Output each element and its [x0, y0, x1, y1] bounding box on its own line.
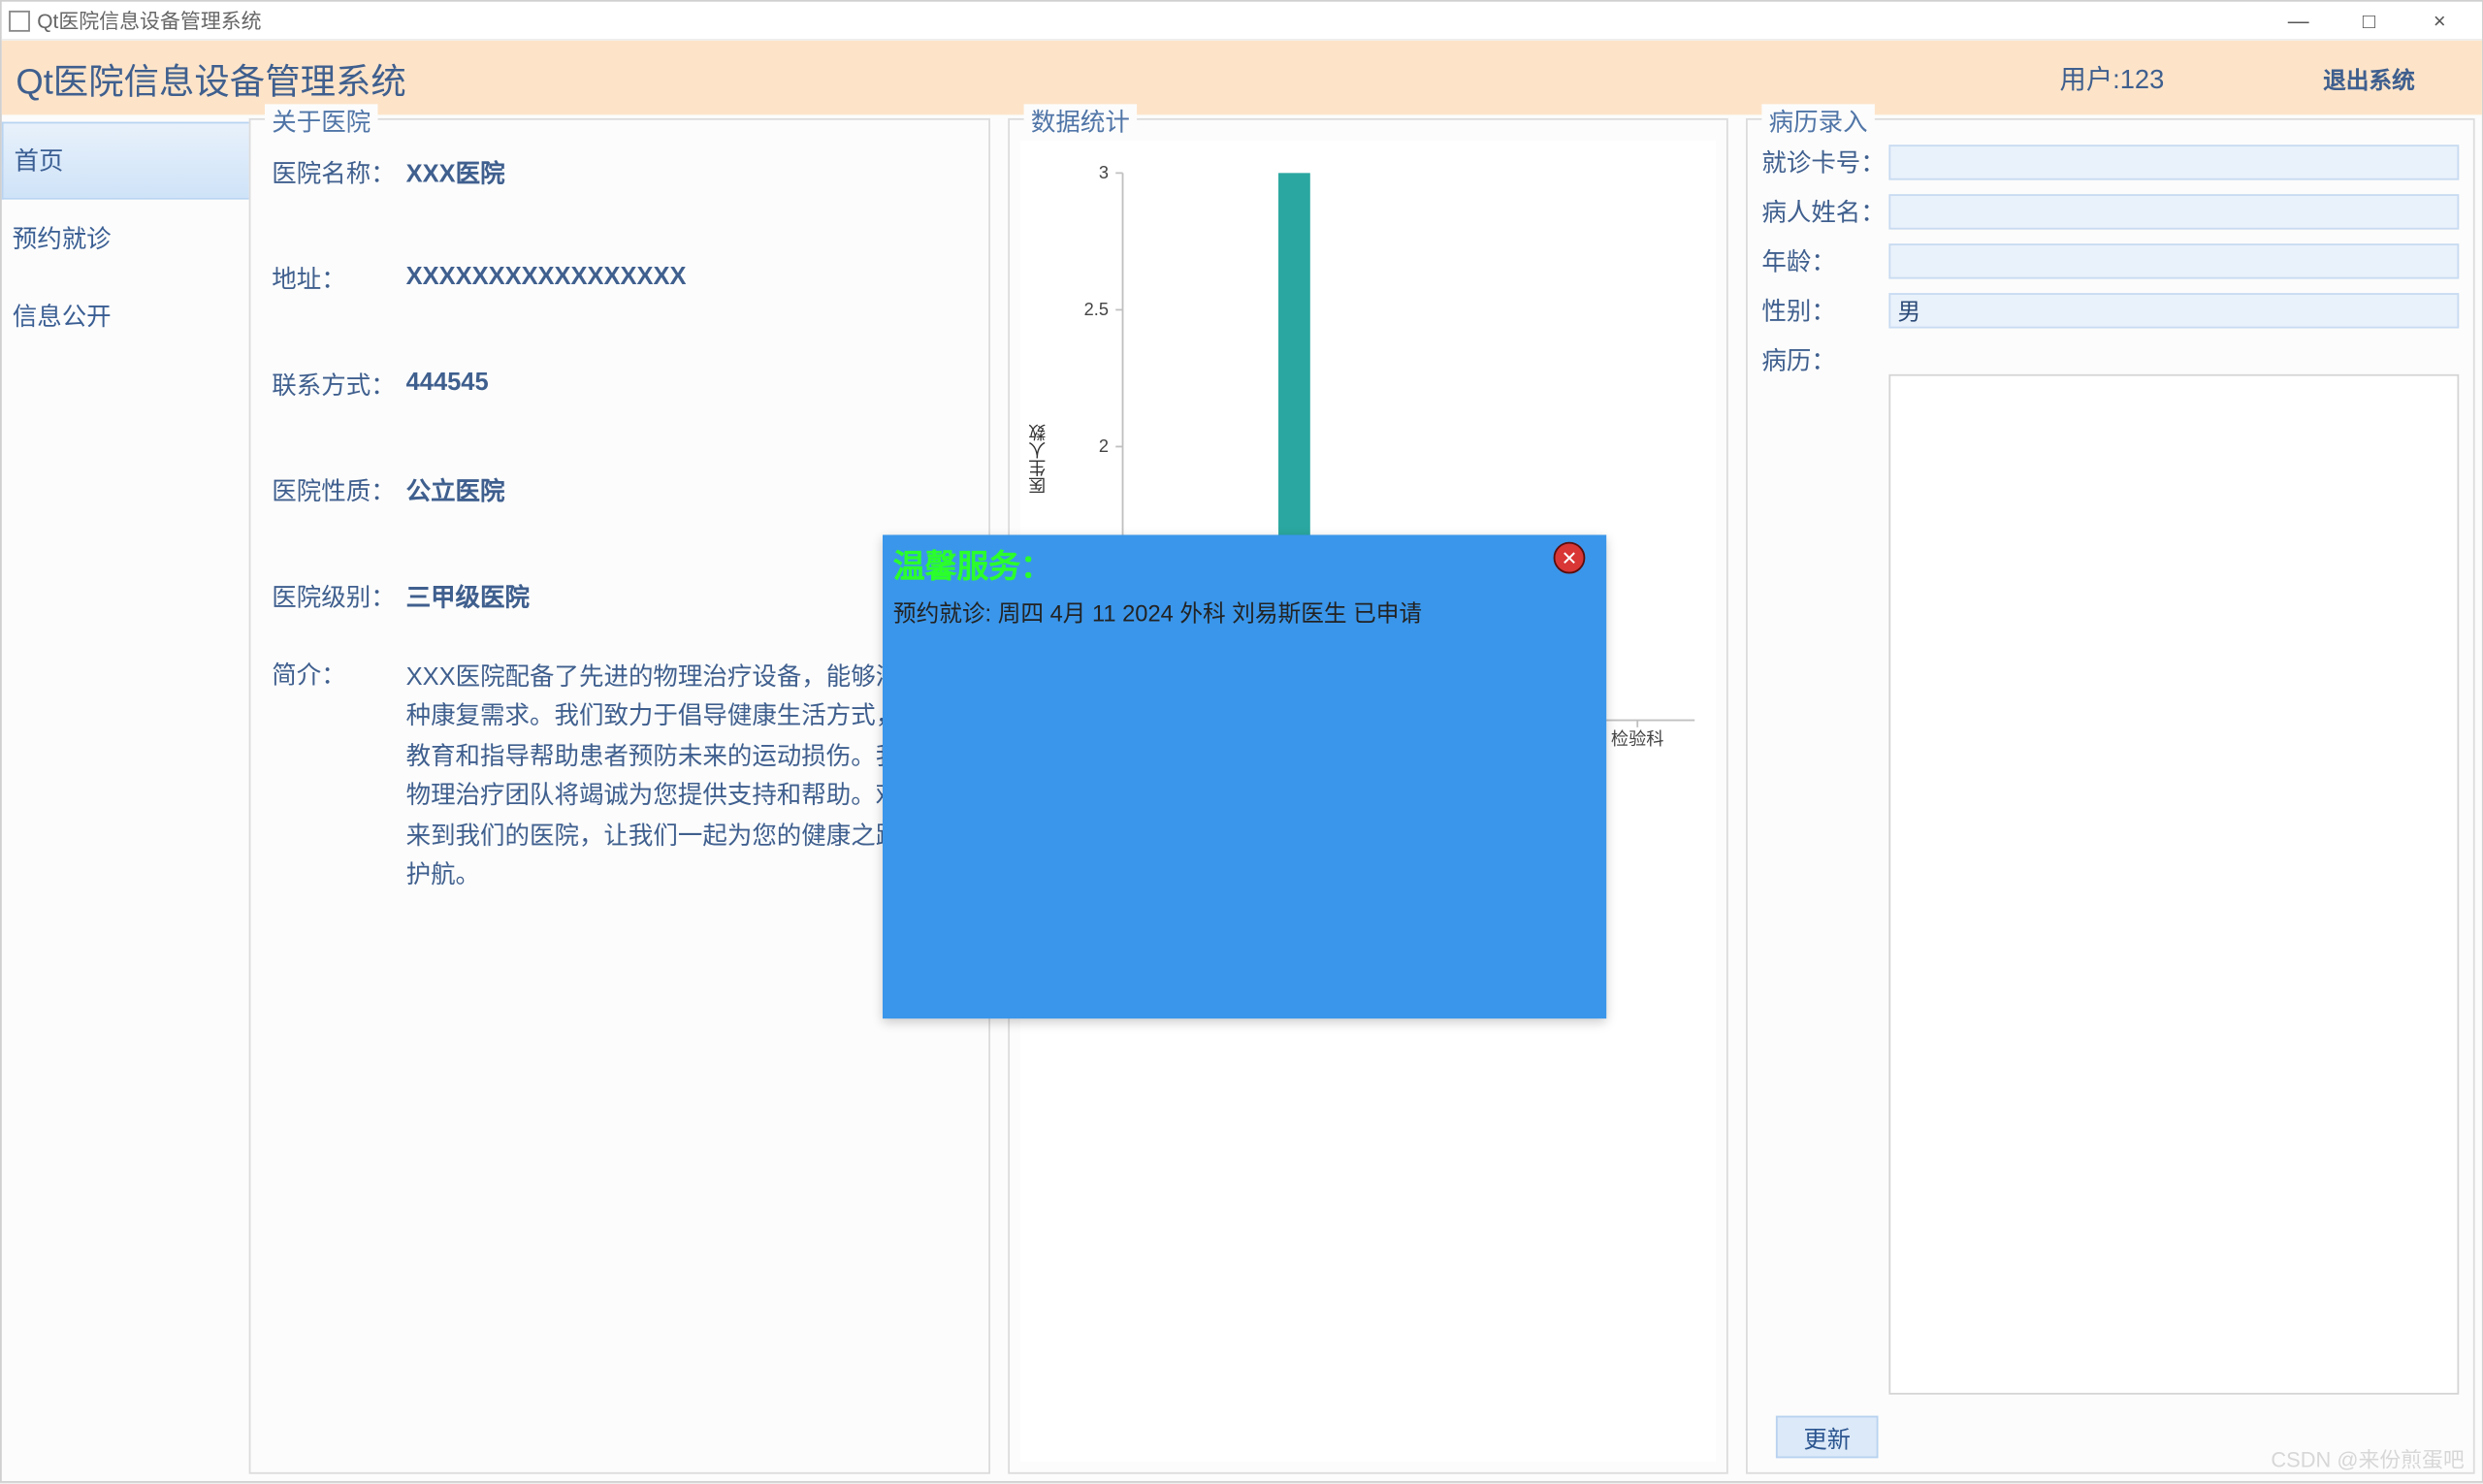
card-label: 就诊卡号：: [1761, 145, 1888, 179]
about-tel-label: 联系方式：: [272, 368, 405, 403]
watermark: CSDN @来份煎蛋吧: [2271, 1444, 2464, 1474]
about-groupbox: 关于医院 医院名称：XXX医院 地址：XXXXXXXXXXXXXXXXX 联系方…: [249, 118, 990, 1474]
card-input[interactable]: [1888, 145, 2459, 179]
about-addr-value: XXXXXXXXXXXXXXXXX: [406, 261, 968, 296]
popup-close-button[interactable]: ✕: [1554, 542, 1586, 574]
close-icon: ✕: [1562, 546, 1578, 569]
stats-legend: 数据统计: [1024, 104, 1137, 139]
record-body: 就诊卡号： 病人姓名： 年龄： 性别： 男: [1748, 120, 2473, 1472]
about-intro-label: 简介：: [272, 657, 405, 894]
about-type-value: 公立医院: [406, 473, 968, 508]
patient-name-input[interactable]: [1888, 194, 2459, 229]
sidebar-item-appointment[interactable]: 预约就诊: [2, 200, 249, 277]
sidebar: 首页 预约就诊 信息公开: [2, 114, 249, 1481]
sidebar-item-home[interactable]: 首页: [2, 122, 249, 200]
sidebar-item-label: 首页: [15, 143, 64, 177]
svg-text:2.5: 2.5: [1084, 300, 1109, 319]
minimize-button[interactable]: —: [2263, 8, 2334, 32]
notification-popup: ✕ 温馨服务： 预约就诊: 周四 4月 11 2024 外科 刘易斯医生 已申请: [883, 534, 1606, 1018]
app-window: Qt医院信息设备管理系统 — □ × Qt医院信息设备管理系统 用户:123 退…: [0, 0, 2483, 1483]
about-name-value: XXX医院: [406, 155, 968, 190]
age-label: 年龄：: [1761, 243, 1888, 278]
about-name-label: 医院名称：: [272, 155, 405, 190]
record-legend: 病历录入: [1761, 104, 1874, 139]
y-axis-label: 医生人数: [1027, 424, 1053, 495]
sidebar-item-info[interactable]: 信息公开: [2, 277, 249, 355]
svg-text:2: 2: [1099, 436, 1109, 456]
titlebar: Qt医院信息设备管理系统 — □ ×: [2, 2, 2482, 41]
sidebar-item-label: 信息公开: [13, 299, 112, 334]
sidebar-item-label: 预约就诊: [13, 221, 112, 256]
record-groupbox: 病历录入 就诊卡号： 病人姓名： 年龄： 性别：: [1746, 118, 2475, 1474]
close-button[interactable]: ×: [2404, 8, 2475, 32]
update-button[interactable]: 更新: [1776, 1416, 1879, 1459]
history-label: 病历：: [1761, 342, 1888, 377]
history-textarea[interactable]: [1888, 374, 2459, 1395]
about-tel-value: 444545: [406, 368, 968, 403]
window-title: Qt医院信息设备管理系统: [37, 6, 261, 34]
popup-message: 预约就诊: 周四 4月 11 2024 外科 刘易斯医生 已申请: [893, 595, 1596, 629]
sex-label: 性别：: [1761, 293, 1888, 328]
about-legend: 关于医院: [265, 104, 377, 139]
current-user-label: 用户:123: [2060, 59, 2165, 96]
sex-select[interactable]: 男: [1888, 293, 2459, 328]
about-body: 医院名称：XXX医院 地址：XXXXXXXXXXXXXXXXX 联系方式：444…: [250, 120, 988, 894]
app-title: Qt医院信息设备管理系统: [16, 52, 405, 104]
app-icon: [9, 10, 30, 31]
maximize-button[interactable]: □: [2334, 8, 2404, 32]
svg-text:检验科: 检验科: [1611, 729, 1664, 749]
logout-button[interactable]: 退出系统: [2323, 61, 2415, 95]
about-type-label: 医院性质：: [272, 473, 405, 508]
popup-title: 温馨服务：: [893, 542, 1596, 588]
about-addr-label: 地址：: [272, 261, 405, 296]
svg-text:3: 3: [1099, 163, 1109, 182]
age-input[interactable]: [1888, 243, 2459, 278]
patient-name-label: 病人姓名：: [1761, 194, 1888, 229]
about-level-label: 医院级别：: [272, 579, 405, 614]
